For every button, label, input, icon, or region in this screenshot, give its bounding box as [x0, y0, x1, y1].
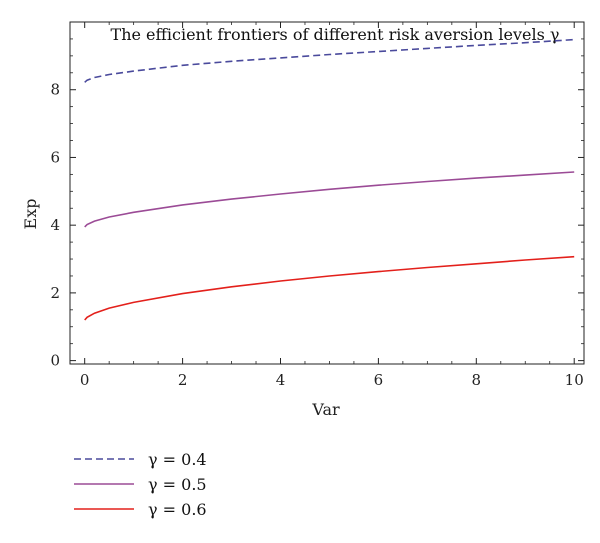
legend-label: γ = 0.6	[148, 500, 207, 519]
chart-title: The efficient frontiers of different ris…	[111, 25, 560, 44]
y-tick-label: 8	[50, 81, 60, 99]
y-tick-labels: 0 2 4 6 8	[50, 81, 60, 370]
x-tick-label: 6	[374, 371, 384, 389]
series-lines	[84, 38, 575, 321]
x-tick-label: 4	[276, 371, 286, 389]
y-axis-label: Exp	[21, 199, 40, 230]
x-tick-label: 2	[178, 371, 188, 389]
x-tick-label: 10	[565, 371, 584, 389]
series-line-1	[84, 38, 575, 83]
x-tick-label: 0	[80, 371, 90, 389]
plot-frame	[69, 21, 585, 365]
x-tick-labels: 0 2 4 6 8 10	[80, 371, 584, 389]
legend: γ = 0.4 γ = 0.5 γ = 0.6	[74, 450, 207, 519]
legend-label: γ = 0.5	[148, 475, 207, 494]
y-tick-label: 4	[50, 216, 60, 234]
y-tick-label: 2	[50, 284, 60, 302]
legend-label: γ = 0.4	[148, 450, 207, 469]
x-tick-label: 8	[472, 371, 482, 389]
y-tick-label: 0	[50, 352, 60, 370]
y-tick-label: 6	[50, 148, 60, 166]
series-line-3	[84, 255, 575, 321]
axis-ticks	[70, 22, 584, 364]
x-axis-label: Var	[311, 400, 340, 419]
series-line-2	[84, 171, 575, 228]
